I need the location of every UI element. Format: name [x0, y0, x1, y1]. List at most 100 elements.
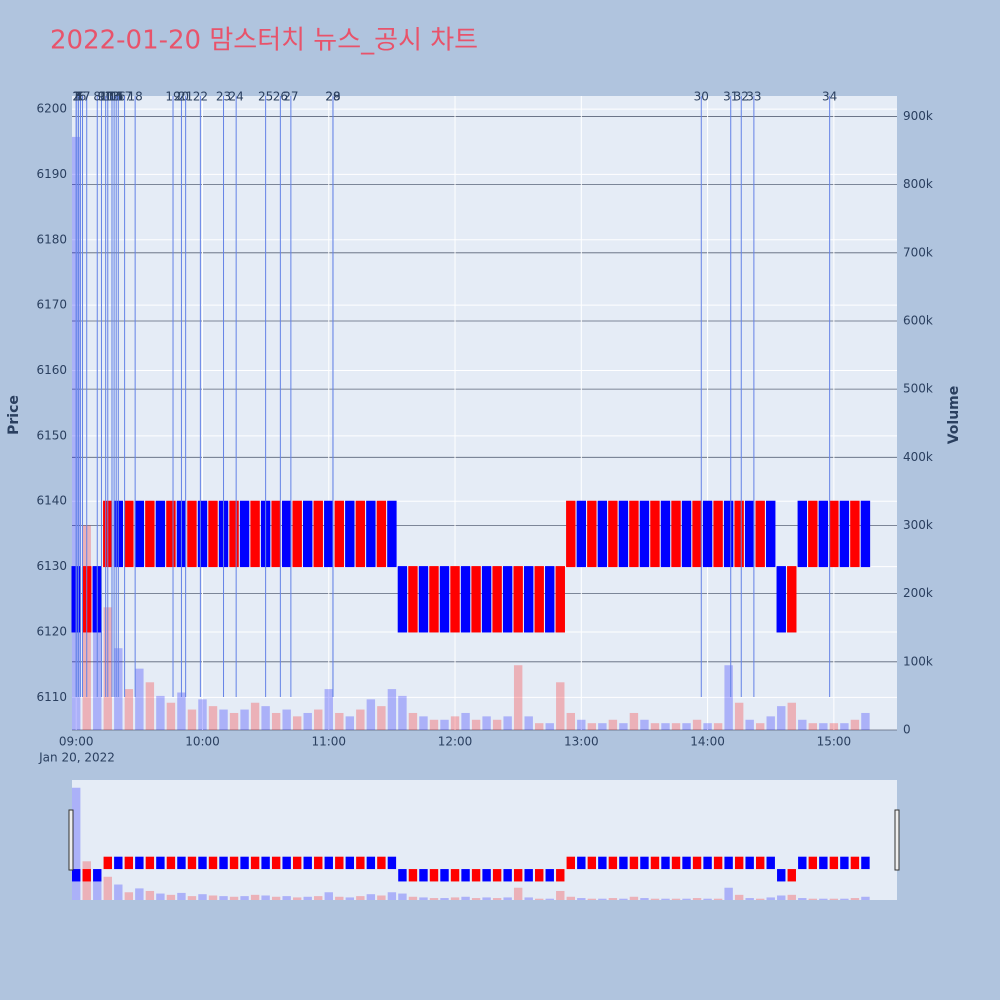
slider-volume-bar	[292, 897, 302, 900]
volume-bar	[808, 723, 818, 730]
slider-volume-bar	[398, 893, 407, 900]
volume-bar	[229, 712, 239, 730]
slider-candle	[103, 856, 112, 870]
news-label: 22	[193, 90, 208, 104]
slider-candle	[640, 856, 649, 870]
volume-bar	[250, 702, 260, 730]
slider-volume-bar	[135, 888, 144, 900]
slider-candle	[398, 869, 407, 882]
volume-bar	[314, 709, 323, 730]
slider-volume-bar	[93, 880, 102, 900]
slider-candle	[661, 856, 670, 870]
candle-body	[502, 566, 513, 633]
slider-candle	[366, 856, 376, 870]
candle-body	[429, 566, 439, 633]
news-label: 24	[229, 90, 244, 104]
volume-bar	[198, 699, 207, 730]
slider-candle	[598, 856, 607, 870]
news-label: 5	[77, 90, 85, 104]
volume-bar	[429, 719, 439, 730]
slider-candle	[440, 869, 449, 882]
candle-body	[460, 566, 471, 633]
slider-candle	[324, 856, 333, 870]
slider-candle	[229, 856, 239, 870]
candle-body	[597, 500, 608, 568]
slider-volume-bar	[208, 895, 218, 900]
plot-area	[72, 96, 897, 730]
slider-candle	[713, 856, 723, 870]
candle-body	[208, 500, 218, 568]
volume-bar	[608, 719, 618, 730]
x-tick-label: 11:00	[311, 735, 346, 749]
slider-candle	[724, 856, 733, 870]
slider-candle	[787, 869, 796, 882]
slider-volume-bar	[461, 896, 470, 900]
slider-handle[interactable]	[894, 809, 900, 871]
slider-volume-bar	[271, 896, 281, 900]
news-label: 19	[165, 90, 180, 104]
slider-candle	[114, 856, 123, 870]
candle-body	[366, 500, 376, 568]
volume-bar	[798, 719, 807, 730]
volume-bar	[598, 723, 607, 730]
candle-body	[250, 500, 260, 568]
candle-body	[492, 566, 502, 633]
slider-candle	[566, 856, 575, 870]
slider-volume-bar	[219, 896, 228, 900]
slider-volume-bar	[577, 898, 586, 900]
candle-body	[860, 500, 871, 568]
slider-volume-bar	[566, 896, 575, 900]
slider-volume-bar	[387, 892, 397, 900]
volume-bar	[787, 702, 796, 730]
candle-body	[313, 500, 323, 568]
slider-candle	[503, 869, 512, 882]
news-label: 17	[117, 90, 132, 104]
volume-bar	[661, 723, 670, 730]
volume-bar	[324, 689, 333, 730]
slider-volume-bar	[250, 894, 260, 900]
slider-candle	[72, 869, 81, 882]
slider-handle[interactable]	[68, 809, 74, 871]
volume-bar	[387, 689, 397, 730]
slider-volume-bar	[608, 898, 618, 900]
candle-body	[629, 500, 639, 568]
volume-bar	[450, 716, 460, 730]
slider-candle	[766, 856, 775, 870]
slider-candle	[187, 856, 197, 870]
slider-candle	[482, 869, 491, 882]
y-tick-label: 6110	[36, 690, 67, 704]
slider-candle	[556, 869, 565, 882]
slider-candle	[219, 856, 228, 870]
news-label: 6	[79, 90, 87, 104]
slider-candle	[819, 856, 828, 870]
slider-volume-bar	[798, 898, 807, 900]
volume-bar	[556, 682, 565, 730]
slider-volume-bar	[524, 897, 533, 900]
y2-tick-label: 800k	[903, 177, 933, 191]
slider-volume-bar	[713, 898, 723, 900]
candle-body	[450, 566, 460, 633]
news-label: 15	[109, 90, 124, 104]
candle-body	[723, 500, 734, 568]
slider-candle	[292, 856, 302, 870]
slider-candle	[535, 869, 544, 882]
slider-volume-bar	[808, 898, 818, 900]
news-label: 26	[273, 90, 288, 104]
range-slider[interactable]	[72, 780, 897, 900]
x-tick-label: 15:00	[817, 735, 852, 749]
volume-bar	[408, 712, 418, 730]
volume-bar	[513, 665, 523, 730]
candle-body	[439, 566, 450, 633]
y-tick-label: 6120	[36, 624, 67, 638]
slider-volume-bar	[840, 898, 849, 900]
slider-candle	[577, 856, 586, 870]
slider-volume-bar	[114, 884, 123, 900]
volume-bar	[208, 706, 218, 730]
slider-candle	[587, 856, 597, 870]
candle-body	[555, 566, 565, 633]
y-tick-label: 6190	[36, 167, 67, 181]
slider-candle	[345, 856, 355, 870]
y-tick-label: 6170	[36, 298, 67, 312]
slider-volume-bar	[335, 896, 344, 900]
candle-body	[850, 500, 860, 568]
